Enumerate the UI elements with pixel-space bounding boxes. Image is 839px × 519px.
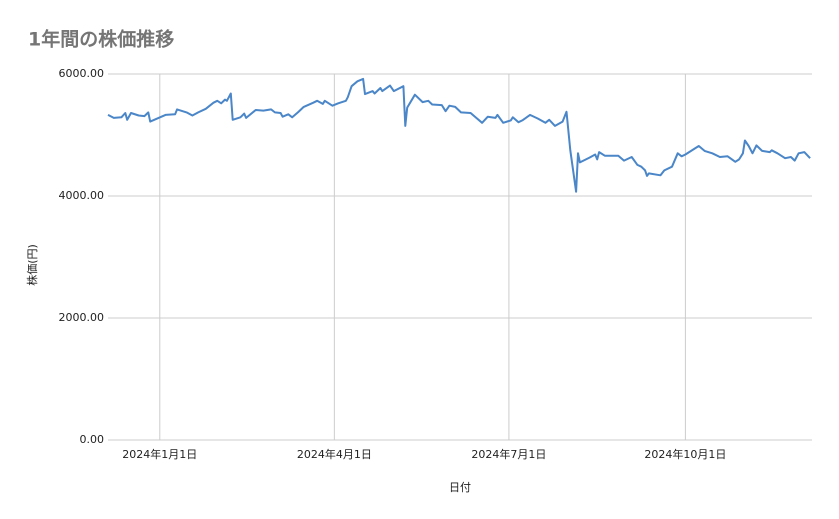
chart-title: 1年間の株価推移 [28,28,174,51]
x-tick-label: 2024年10月1日 [644,447,726,461]
x-tick-label: 2024年7月1日 [471,447,546,461]
x-tick-label: 2024年1月1日 [122,447,197,461]
y-tick-label: 0.00 [80,433,105,446]
y-tick-label: 6000.00 [59,67,105,80]
y-tick-label: 2000.00 [59,311,105,324]
x-tick-label: 2024年4月1日 [297,447,372,461]
price-line [107,77,811,193]
y-axis-label: 株価(円) [25,244,39,286]
x-axis-label: 日付 [449,481,471,494]
y-tick-label: 4000.00 [59,189,105,202]
